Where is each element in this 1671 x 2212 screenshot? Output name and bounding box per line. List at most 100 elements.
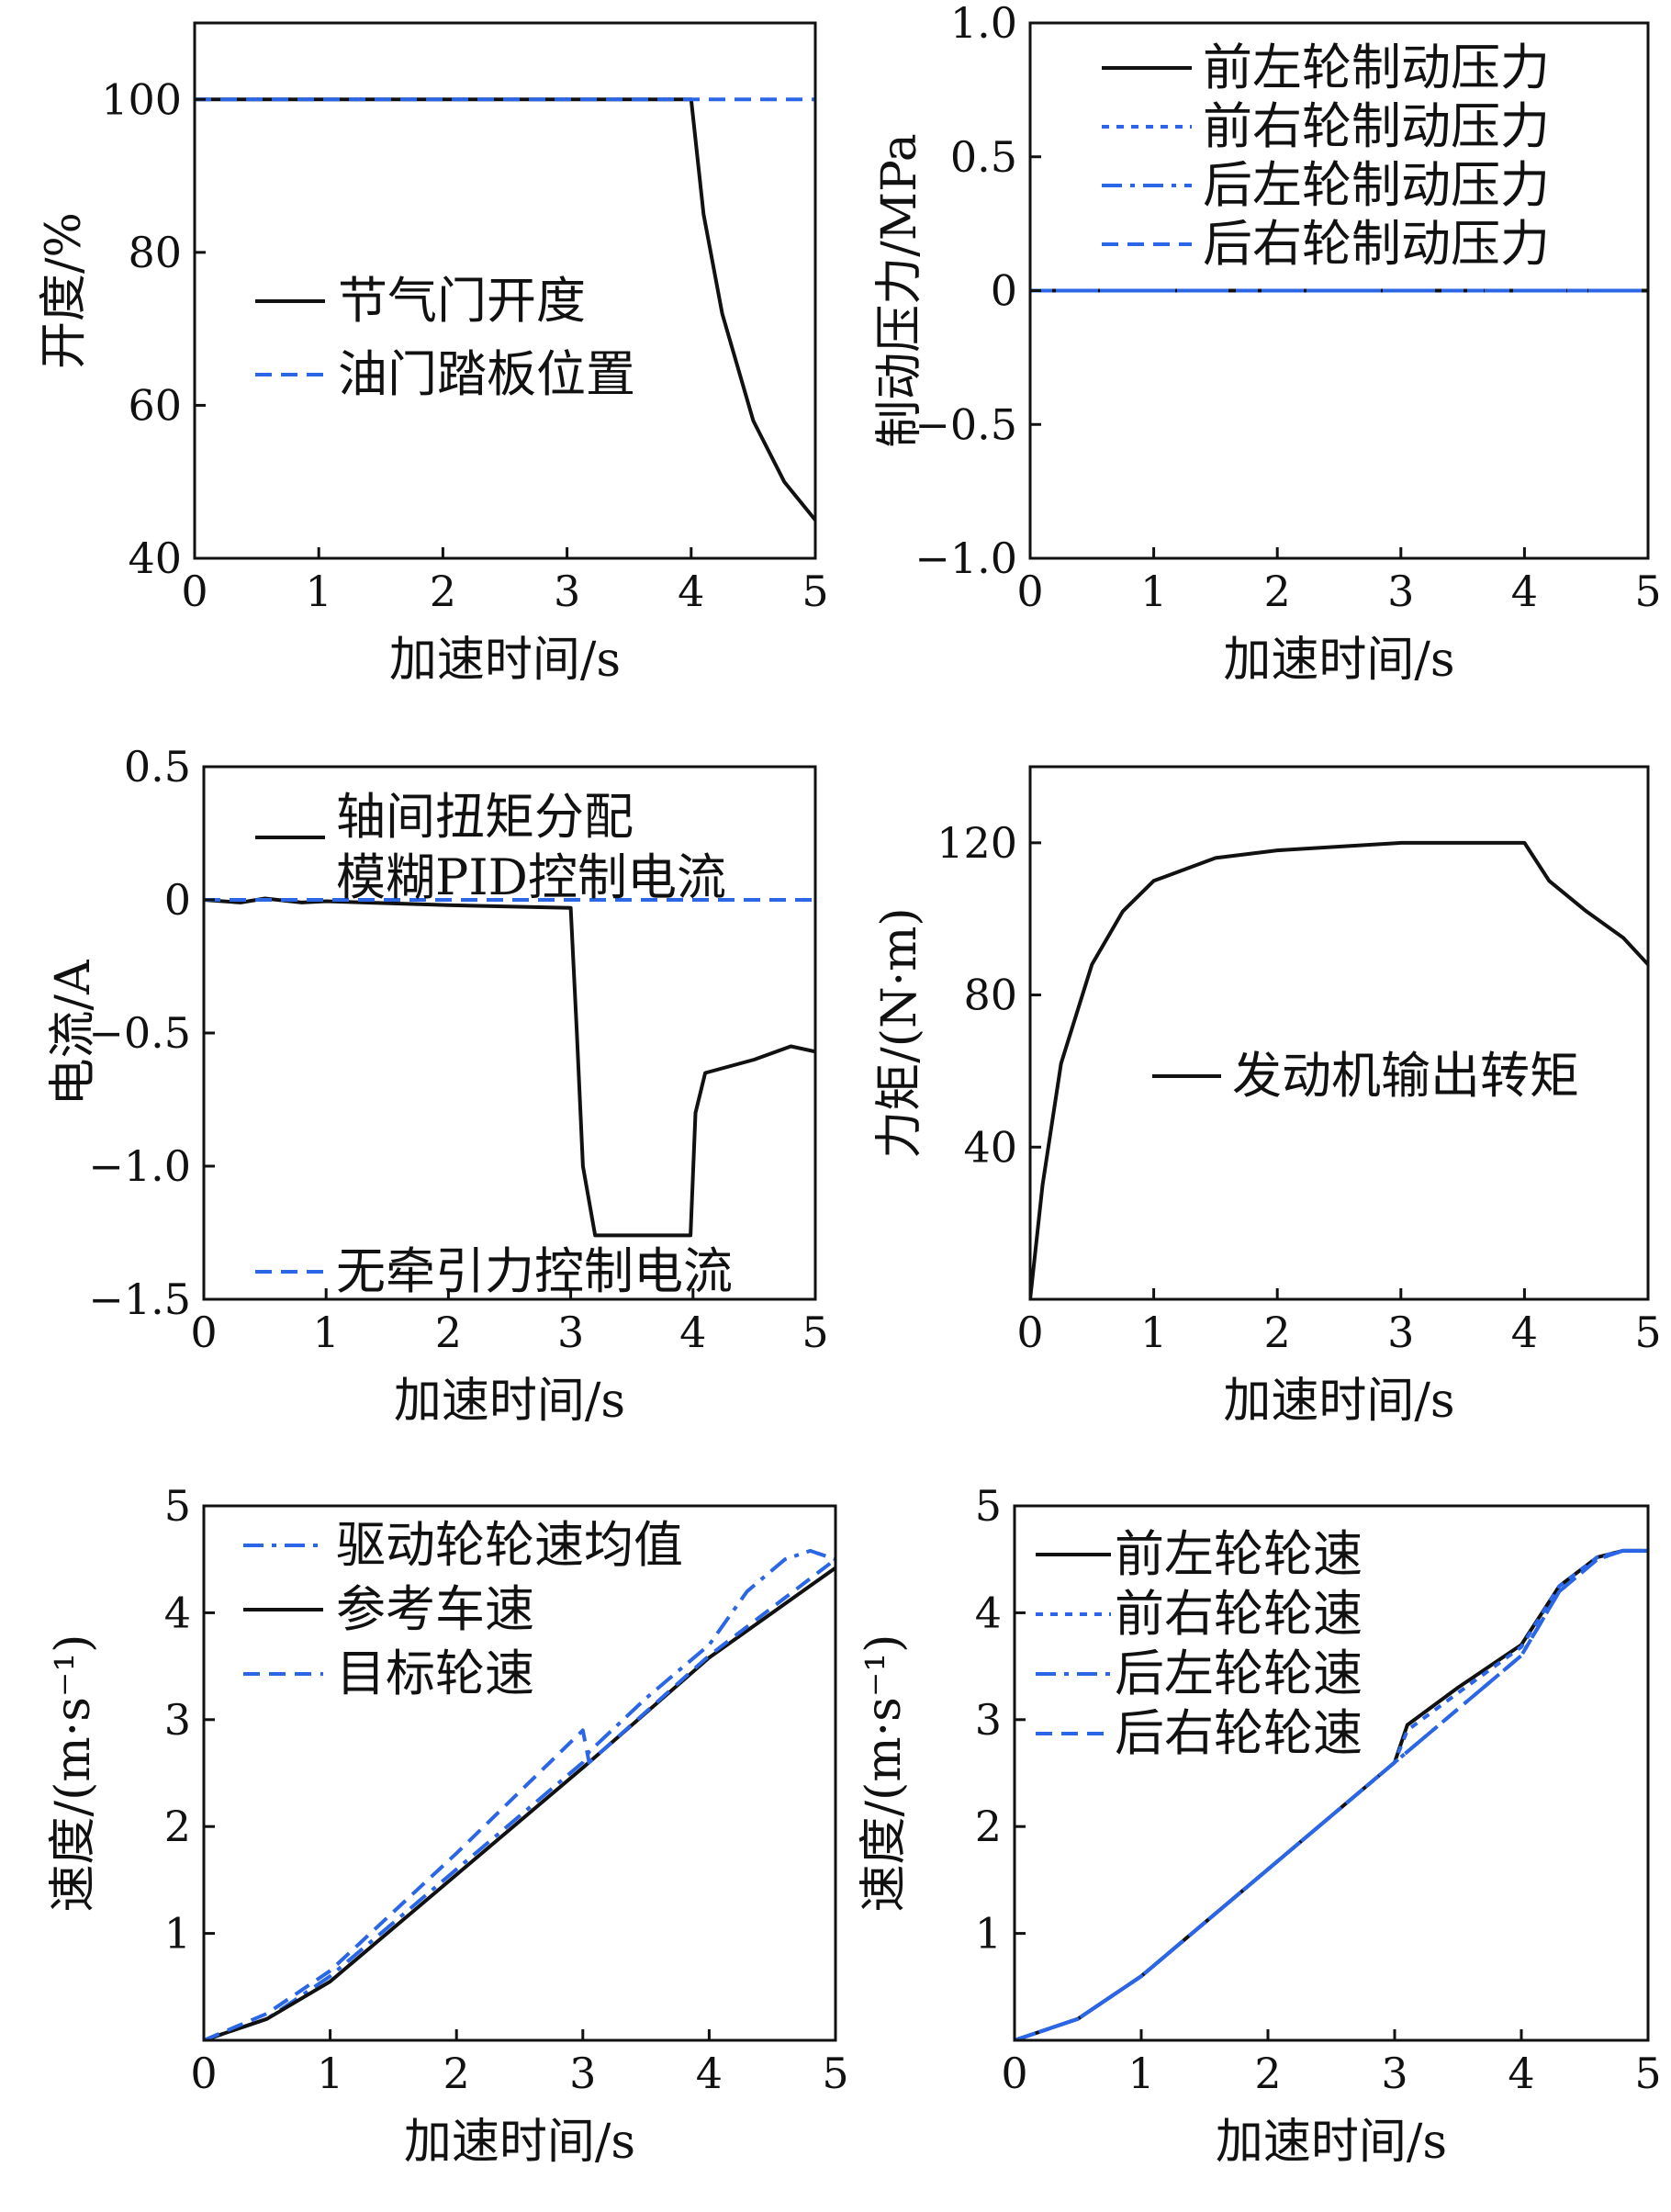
y-tick-label: −0.5 [914, 399, 1017, 449]
series-group [1015, 1548, 1648, 2040]
y-axis-label: 制动压力/MPa [872, 133, 927, 447]
y-tick-label: 0 [164, 875, 191, 925]
legend-label: 前左轮轮速 [1115, 1525, 1363, 1583]
x-tick-label: 0 [190, 2049, 217, 2098]
legend-label: 前右轮轮速 [1115, 1585, 1363, 1643]
series-line-3 [204, 1557, 836, 2040]
y-axis-label: 电流/A [46, 959, 101, 1106]
y-tick-label: 1 [164, 1909, 191, 1959]
y-tick-label: 80 [963, 971, 1017, 1020]
x-tick-label: 4 [696, 2049, 723, 2098]
legend-label: 油门踏板位置 [338, 345, 635, 403]
x-axis-label: 加速时间/s [394, 1374, 625, 1429]
x-tick-label: 1 [1127, 2049, 1154, 2098]
y-tick-label: 60 [128, 380, 182, 430]
x-tick-label: 2 [1254, 2049, 1281, 2098]
x-tick-label: 0 [181, 567, 207, 616]
series-group [204, 1548, 836, 2040]
x-tick-label: 1 [1140, 567, 1167, 616]
x-tick-label: 2 [1264, 1308, 1291, 1357]
y-tick-label: 2 [975, 1802, 1002, 1851]
legend-label: 驱动轮轮速均值 [336, 1516, 683, 1574]
legend-label: 节气门开度 [338, 272, 586, 330]
series-line-1 [204, 896, 815, 1238]
y-tick-label: 100 [101, 74, 182, 124]
x-tick-label: 2 [430, 567, 456, 616]
plot-frame [1013, 1504, 1650, 2042]
legend-label: 无牵引力控制电流 [336, 1242, 733, 1300]
x-tick-label: 1 [306, 567, 332, 616]
chart-panel-6: 0 1 2 3 4 5 1 2 3 4 5 加速时间/s 速度/(m·s⁻¹) 前左轮轮速前右轮轮速后左轮… [857, 1481, 1662, 2170]
series-line-1 [1030, 840, 1648, 1299]
y-tick-label: −1.0 [88, 1141, 191, 1191]
x-tick-label: 5 [822, 2049, 848, 2098]
x-tick-label: 3 [1387, 1308, 1414, 1357]
y-tick-label: 40 [128, 533, 182, 583]
x-tick-label: 5 [802, 1308, 828, 1357]
legend: 发动机输出转矩 [1152, 1047, 1579, 1105]
legend-label: 前右轮制动压力 [1203, 97, 1550, 155]
x-tick-label: 1 [1140, 1308, 1167, 1357]
x-axis-label: 加速时间/s [1216, 2115, 1447, 2170]
y-tick-label: −1.5 [88, 1274, 191, 1324]
series-line-2 [204, 1566, 836, 2040]
x-tick-label: 5 [802, 567, 828, 616]
series-line-1 [204, 1548, 836, 2040]
x-axis-label: 加速时间/s [404, 2115, 635, 2170]
x-tick-label: 4 [1511, 1308, 1538, 1357]
legend-label: 后右轮轮速 [1115, 1704, 1363, 1762]
x-tick-label: 1 [317, 2049, 343, 2098]
y-tick-label: 1 [975, 1909, 1002, 1959]
legend-label: 后左轮轮速 [1115, 1645, 1363, 1702]
plot-frame [1028, 765, 1650, 1301]
plot-frame [202, 765, 817, 1301]
x-tick-label: 2 [443, 2049, 470, 2098]
legend-label: 发动机输出转矩 [1232, 1047, 1579, 1105]
y-axis-label: 开度/% [37, 212, 92, 369]
y-tick-label: 4 [975, 1588, 1002, 1637]
x-tick-label: 3 [1381, 2049, 1407, 2098]
legend-label: 前左轮制动压力 [1203, 39, 1550, 96]
y-tick-label: 120 [936, 818, 1017, 868]
plot-frame [193, 21, 817, 560]
x-tick-label: 0 [1016, 1308, 1043, 1357]
chart-panel-3: 0 1 2 3 4 5 −1.5 −1.0 −0.5 0 0.5 加速时间/s 电流/A 轴间扭矩分配模糊… [46, 742, 829, 1429]
chart-panel-5: 0 1 2 3 4 5 1 2 3 4 5 加速时间/s 速度/(m·s⁻¹) 驱动轮轮速均值参考车速目标… [46, 1481, 849, 2170]
x-tick-label: 3 [1387, 567, 1414, 616]
x-tick-label: 4 [1508, 2049, 1534, 2098]
y-axis-label: 速度/(m·s⁻¹) [46, 1634, 101, 1913]
x-tick-label: 5 [1634, 567, 1661, 616]
y-tick-label: 0 [991, 266, 1017, 316]
y-tick-label: 2 [164, 1802, 191, 1851]
y-tick-label: 5 [164, 1481, 191, 1531]
x-tick-label: 4 [678, 567, 704, 616]
y-tick-label: 4 [164, 1588, 191, 1637]
series-group [204, 896, 815, 1238]
plot-frame [202, 1504, 837, 2042]
x-axis-label: 加速时间/s [389, 633, 621, 688]
x-tick-label: 0 [190, 1308, 217, 1357]
legend-label: 后右轮制动压力 [1203, 215, 1550, 273]
y-axis-label: 速度/(m·s⁻¹) [857, 1634, 912, 1913]
x-tick-label: 4 [1511, 567, 1538, 616]
series-line-4 [1015, 1548, 1648, 2040]
x-tick-label: 1 [313, 1308, 340, 1357]
x-tick-label: 5 [1634, 1308, 1661, 1357]
legend-label: 模糊PID控制电流 [336, 848, 726, 906]
chart-panel-2: 0 1 2 3 4 5 −1.0 −0.5 0 0.5 1.0 加速时间/s 制动压力/MPa 前左轮制动… [872, 0, 1662, 688]
y-tick-label: 5 [975, 1481, 1002, 1531]
x-tick-label: 5 [1634, 2049, 1661, 2098]
x-tick-label: 2 [435, 1308, 462, 1357]
x-tick-label: 3 [554, 567, 580, 616]
x-axis-label: 加速时间/s [1223, 1374, 1454, 1429]
legend-label: 目标轮速 [336, 1645, 534, 1702]
y-tick-label: 0.5 [124, 742, 191, 792]
x-tick-label: 4 [679, 1308, 706, 1357]
y-tick-label: 3 [164, 1695, 191, 1745]
x-tick-label: 2 [1264, 567, 1291, 616]
